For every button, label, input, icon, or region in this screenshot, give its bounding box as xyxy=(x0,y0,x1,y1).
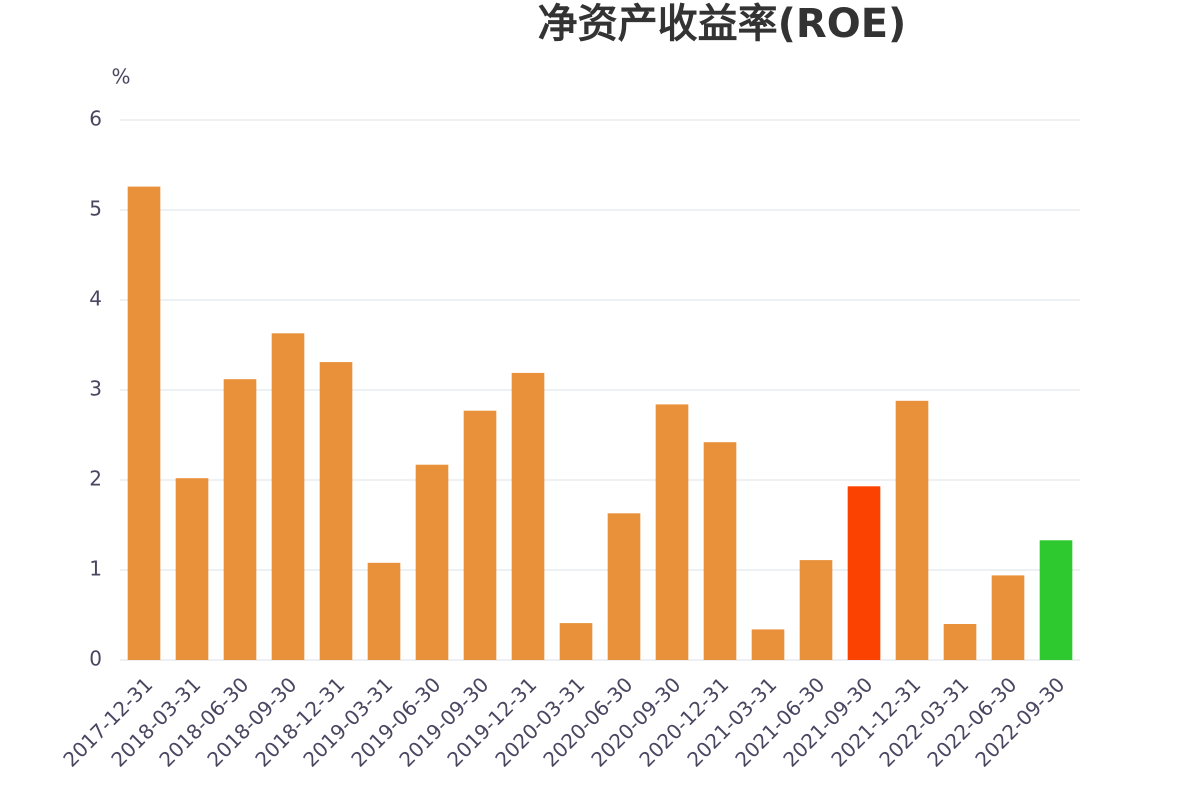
bar xyxy=(895,400,929,660)
y-tick-label: 3 xyxy=(89,377,102,401)
bar xyxy=(463,410,497,660)
bar xyxy=(367,562,401,660)
bar xyxy=(415,464,449,660)
bar xyxy=(655,404,689,660)
bar xyxy=(559,623,593,660)
bar xyxy=(703,442,737,660)
y-tick-label: 5 xyxy=(89,197,102,221)
bar xyxy=(223,379,257,660)
bar xyxy=(511,372,545,660)
bar xyxy=(175,478,209,660)
chart-title: 净资产收益率(ROE) xyxy=(538,1,907,47)
bar xyxy=(607,513,641,660)
bar xyxy=(847,486,881,660)
bar xyxy=(799,560,833,660)
bar xyxy=(127,186,161,660)
bar xyxy=(751,629,785,660)
y-tick-label: 6 xyxy=(89,107,102,131)
y-unit: % xyxy=(111,65,130,89)
bar xyxy=(271,333,305,660)
bar xyxy=(319,362,353,660)
y-tick-label: 4 xyxy=(89,287,102,311)
bar xyxy=(1039,540,1073,660)
y-tick-label: 2 xyxy=(89,467,102,491)
y-tick-label: 0 xyxy=(89,647,102,671)
bar xyxy=(991,575,1025,660)
y-tick-label: 1 xyxy=(89,557,102,581)
bar xyxy=(943,624,977,660)
